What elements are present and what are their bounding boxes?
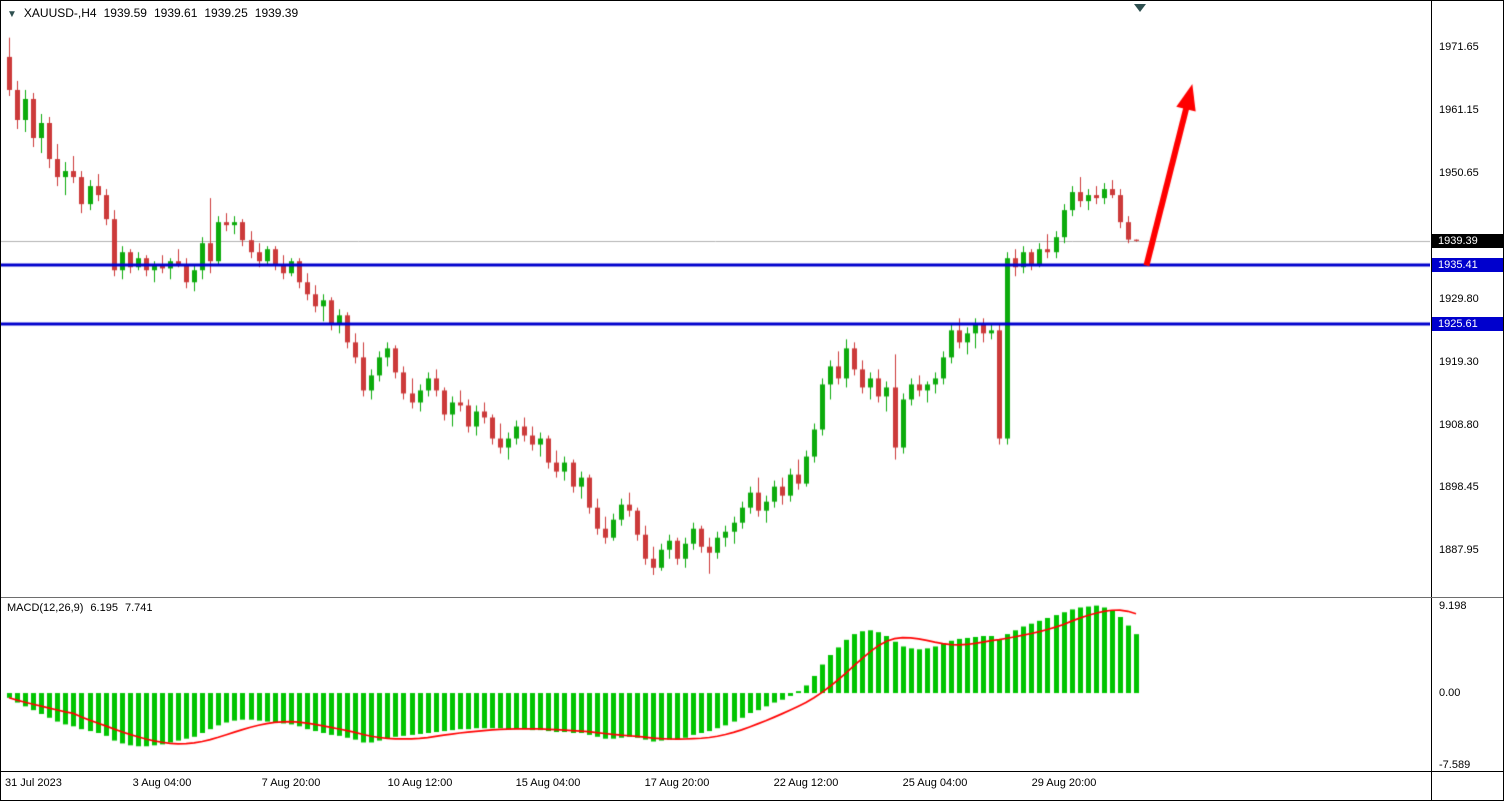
hline-price-badge: 1935.41 <box>1432 257 1503 272</box>
time-axis-label: 29 Aug 20:00 <box>1031 777 1097 789</box>
current-price-badge: 1939.39 <box>1432 233 1503 248</box>
macd-signal-value: 7.741 <box>124 602 153 614</box>
macd-axis-label: -7.589 <box>1439 759 1471 772</box>
close-value: 1939.39 <box>254 6 299 20</box>
high-value: 1939.61 <box>153 6 198 20</box>
price-axis-label: 1971.65 <box>1439 40 1479 53</box>
price-axis-label: 1919.30 <box>1439 355 1479 368</box>
macd-axis-label: 0.00 <box>1439 687 1461 700</box>
collapse-arrow-icon[interactable]: ▼ <box>7 9 17 20</box>
symbol-period-label: XAUUSD-,H4 <box>23 6 97 20</box>
open-value: 1939.59 <box>103 6 147 20</box>
main-chart-canvas[interactable] <box>1 1 1430 597</box>
macd-indicator-canvas[interactable] <box>1 598 1430 771</box>
price-axis-label: 1908.80 <box>1439 418 1479 431</box>
time-axis-label: 10 Aug 12:00 <box>387 777 453 789</box>
time-axis-label: 31 Jul 2023 <box>5 777 62 789</box>
time-axis-label: 7 Aug 20:00 <box>261 777 321 789</box>
panel-separator[interactable] <box>1 597 1503 598</box>
price-axis-label: 1887.95 <box>1439 544 1479 557</box>
macd-main-value: 6.195 <box>90 602 118 614</box>
time-axis-label: 22 Aug 12:00 <box>773 777 839 789</box>
chart-shift-marker-icon[interactable] <box>1134 4 1146 12</box>
low-value: 1939.25 <box>204 6 248 20</box>
time-axis-label: 15 Aug 04:00 <box>515 777 581 789</box>
macd-header: MACD(12,26,9) 6.195 7.741 <box>7 602 159 614</box>
price-axis-label: 1961.15 <box>1439 104 1479 117</box>
time-axis-separator <box>1 771 1503 772</box>
hline-price-badge: 1925.61 <box>1432 316 1503 331</box>
price-axis-label: 1929.80 <box>1439 292 1479 305</box>
macd-axis-label: 9.198 <box>1439 599 1467 612</box>
price-axis-label: 1950.65 <box>1439 167 1479 180</box>
ohlc-header: ▼ XAUUSD-,H4 1939.59 1939.61 1939.25 1939.39 <box>7 6 305 20</box>
time-axis-label: 17 Aug 20:00 <box>644 777 710 789</box>
time-axis-label: 25 Aug 04:00 <box>902 777 968 789</box>
price-axis[interactable]: 1971.65 1961.15 1950.65 1929.80 1919.30 1908.… <box>1431 1 1503 800</box>
time-axis[interactable]: 31 Jul 2023 3 Aug 04:00 7 Aug 20:00 10 Aug … <box>1 772 1430 800</box>
macd-label: MACD(12,26,9) <box>7 602 84 614</box>
time-axis-label: 3 Aug 04:00 <box>132 777 192 789</box>
price-axis-label: 1898.45 <box>1439 480 1479 493</box>
